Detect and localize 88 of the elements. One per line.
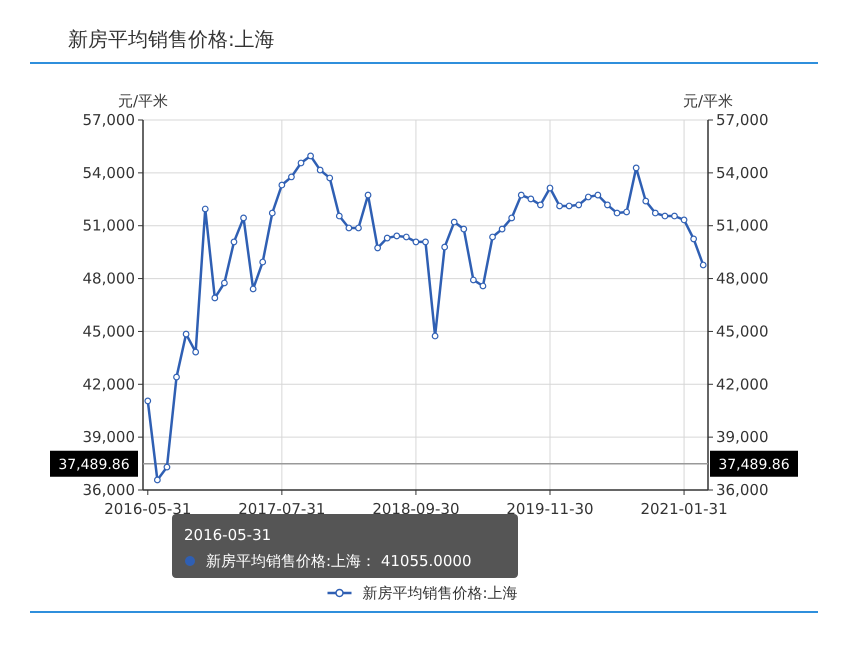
point	[632, 164, 640, 172]
point	[173, 374, 180, 380]
point	[432, 332, 438, 340]
point	[489, 234, 496, 240]
point	[288, 174, 295, 180]
point	[480, 282, 486, 290]
point	[154, 476, 161, 484]
point	[700, 262, 707, 268]
point	[182, 330, 190, 338]
point	[250, 286, 257, 292]
point	[298, 160, 304, 166]
x-tick-label: 2018-09-30	[372, 500, 460, 518]
point	[441, 244, 448, 250]
point	[450, 218, 458, 226]
point	[144, 398, 152, 404]
ref-line-label: 37,489.86	[718, 456, 790, 473]
point	[336, 212, 343, 220]
point	[278, 182, 286, 188]
point	[566, 202, 573, 210]
point	[211, 294, 218, 302]
point	[604, 202, 611, 208]
point	[192, 348, 200, 356]
y-axis-title: 元/平米	[118, 92, 168, 110]
point	[623, 208, 630, 216]
point	[307, 152, 314, 160]
point	[202, 206, 209, 212]
y-tick-label: 57,000	[82, 111, 135, 129]
y2-axis-title: 元/平米	[682, 92, 734, 110]
x-tick-label: 2019-11-30	[506, 500, 594, 518]
point	[614, 210, 620, 216]
x-tick-label: 2021-01-31	[640, 500, 728, 518]
text: 新房平均销售价格:上海： 41055.0000	[206, 552, 472, 570]
point	[412, 238, 420, 246]
y-tick-label: 54,000	[82, 164, 135, 182]
point	[508, 214, 516, 222]
x-tick-label: 2017-07-31	[238, 500, 326, 518]
point	[671, 212, 678, 220]
y-tick-label: 48,000	[82, 270, 135, 288]
point	[268, 210, 276, 216]
y-tick-label: 42,000	[82, 375, 135, 394]
point	[460, 226, 468, 232]
point	[652, 210, 659, 216]
legend-label: 新房平均销售价格:上海	[362, 584, 518, 602]
point	[316, 166, 324, 174]
y2-tick-label: 51,000	[716, 216, 768, 235]
y-tick-label: 36,000	[82, 481, 135, 499]
y-tick-label: 39,000	[82, 428, 135, 446]
point	[518, 192, 525, 198]
point	[355, 224, 362, 232]
point	[393, 232, 400, 240]
point	[584, 194, 592, 200]
y2-tick-label: 39,000	[716, 428, 768, 446]
point	[422, 238, 429, 246]
point	[642, 198, 650, 204]
point	[498, 226, 506, 232]
point	[364, 192, 372, 198]
point	[374, 244, 382, 252]
point	[680, 216, 688, 224]
point	[690, 236, 698, 242]
point	[402, 234, 410, 240]
point	[546, 184, 554, 192]
chart-title: 新房平均销售价格:上海	[68, 27, 275, 51]
point	[470, 276, 477, 284]
point	[662, 212, 668, 220]
point	[527, 196, 534, 202]
point	[230, 238, 238, 246]
point	[537, 202, 544, 208]
y2-tick-label: 42,000	[716, 375, 768, 394]
y2-tick-label: 48,000	[716, 270, 768, 288]
y2-tick-label: 36,000	[716, 481, 768, 499]
point	[221, 280, 228, 286]
point	[345, 224, 352, 232]
text: 2016-05-31	[184, 526, 272, 544]
point	[164, 464, 170, 470]
y-tick-label: 45,000	[82, 322, 135, 340]
point	[240, 214, 247, 222]
point	[384, 234, 391, 242]
y-tick-label: 51,000	[82, 216, 135, 235]
y2-tick-label: 57,000	[716, 111, 768, 129]
point	[556, 202, 563, 210]
y2-tick-label: 54,000	[716, 164, 768, 182]
y2-tick-label: 45,000	[716, 322, 768, 340]
text: 37,489.86	[58, 456, 130, 473]
point	[575, 202, 582, 208]
point	[259, 258, 266, 266]
point	[326, 174, 334, 182]
point	[594, 192, 602, 198]
x-tick-label: 2016-05-31	[104, 500, 192, 518]
